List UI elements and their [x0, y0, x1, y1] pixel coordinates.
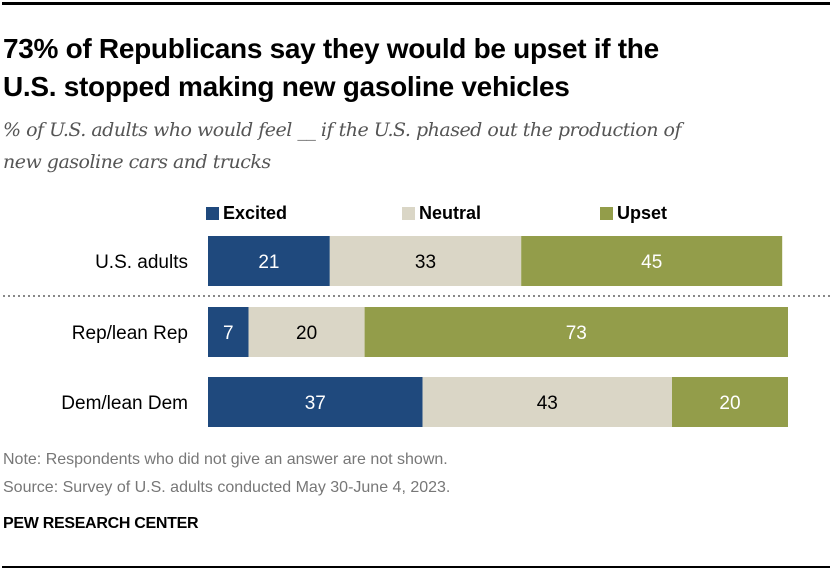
bottom-rule [2, 566, 830, 568]
legend-item-neutral: Neutral [402, 203, 481, 224]
category-label-u-s-adults: U.S. adults [95, 252, 188, 273]
legend-swatch-excited [206, 207, 219, 220]
category-label-dem-lean-dem: Dem/lean Dem [61, 393, 188, 414]
data-label-u-s-adults-upset: 45 [641, 252, 662, 273]
category-label-rep-lean-rep: Rep/lean Rep [72, 323, 188, 344]
title-line-2: U.S. stopped making new gasoline vehicle… [3, 71, 570, 102]
bar-dem-lean-dem-upset [672, 377, 788, 427]
legend-label-upset: Upset [617, 203, 668, 223]
bar-u-s-adults-neutral [329, 236, 522, 286]
chart-title: 73% of Republicans say they would be ups… [3, 30, 833, 106]
legend: Excited Neutral Upset [0, 203, 840, 227]
top-rule [2, 2, 830, 5]
legend-label-neutral: Neutral [419, 203, 482, 223]
bar-dem-lean-dem-neutral [422, 377, 672, 427]
data-label-rep-lean-rep-neutral: 20 [296, 323, 317, 344]
source: Source: Survey of U.S. adults conducted … [3, 479, 451, 496]
brand-logo: PEW RESEARCH CENTER [3, 515, 199, 532]
data-label-rep-lean-rep-upset: 73 [566, 323, 587, 344]
legend-label-excited: Excited [223, 203, 288, 223]
bar-u-s-adults-excited [208, 236, 330, 286]
title-line-1: 73% of Republicans say they would be ups… [3, 33, 659, 64]
legend-swatch-upset [600, 207, 613, 220]
data-label-rep-lean-rep-excited: 7 [223, 323, 234, 344]
bar-dem-lean-dem-excited [208, 377, 423, 427]
subtitle-line-2: new gasoline cars and trucks [3, 151, 271, 173]
data-label-u-s-adults-excited: 21 [258, 252, 279, 273]
bar-rep-lean-rep-excited [208, 307, 249, 357]
data-label-dem-lean-dem-neutral: 43 [537, 393, 558, 414]
bar-u-s-adults-upset [521, 236, 783, 286]
data-label-dem-lean-dem-upset: 20 [719, 393, 740, 414]
legend-item-upset: Upset [600, 203, 667, 224]
chart-subtitle: % of U.S. adults who would feel __ if th… [3, 114, 833, 178]
legend-swatch-neutral [402, 207, 415, 220]
bar-rep-lean-rep-upset [364, 307, 788, 357]
note: Note: Respondents who did not give an an… [3, 451, 448, 468]
subtitle-line-1: % of U.S. adults who would feel __ if th… [3, 119, 682, 141]
bar-rep-lean-rep-neutral [248, 307, 365, 357]
data-label-u-s-adults-neutral: 33 [415, 252, 436, 273]
data-label-dem-lean-dem-excited: 37 [305, 393, 326, 414]
legend-item-excited: Excited [206, 203, 287, 224]
chart-plot: U.S. adults 21 33 45 Rep/lean Rep 7 20 73 Dem/le… [3, 236, 830, 427]
